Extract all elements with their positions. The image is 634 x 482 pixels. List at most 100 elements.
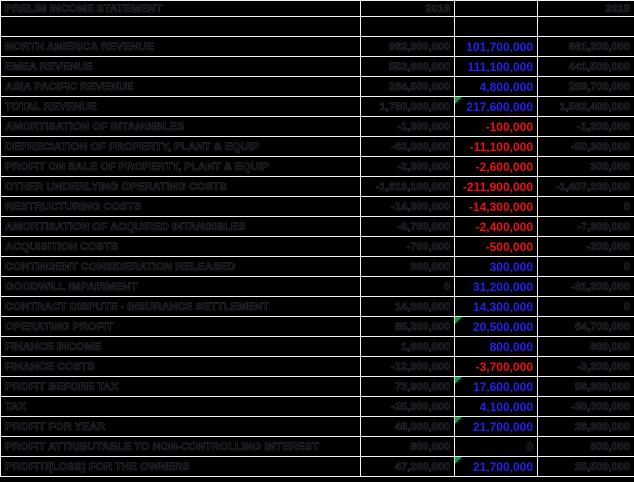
row-label-cell[interactable]: PROFIT ATTRIBUTABLE TO NON-CONTROLLING I… [0,436,361,457]
value-2016-cell[interactable]: -62,000,000 [360,136,455,157]
value-2016-cell[interactable]: -2,300,000 [360,156,455,177]
change-cell[interactable]: 101,700,000 [454,36,538,57]
value-2016-cell[interactable]: 14,300,000 [360,296,455,317]
row-label-cell[interactable]: NORTH AMERICA REVENUE [0,36,361,57]
change-cell[interactable]: 800,000 [454,336,538,357]
value-2015-cell[interactable]: 0 [537,296,634,317]
value-2016-cell[interactable]: 1,780,000,000 [360,96,455,117]
row-label-cell[interactable]: RESTRUCTURING COSTS [0,196,361,217]
value-2016-cell[interactable]: 0 [360,276,455,297]
row-label-cell[interactable]: EMEA REVENUE [0,56,361,77]
value-2015-cell[interactable]: -30,000,000 [537,396,634,417]
value-2016-cell[interactable]: 47,200,000 [360,456,455,477]
change-cell[interactable]: 21,700,000 [454,416,538,437]
value-2015-cell[interactable]: 56,300,000 [537,376,634,397]
row-label-cell[interactable]: GOODWILL IMPAIRMENT [0,276,361,297]
value-2015-cell[interactable]: 441,500,000 [537,56,634,77]
row-label-cell[interactable]: DEPRECIATION OF PROPERTY, PLANT & EQUIP [0,136,361,157]
table-row: AMORTISATION OF ACQUIRED INTANGIBLES -9,7… [0,216,634,237]
row-label-cell[interactable]: OPERATING PROFIT [0,316,361,337]
value-2015-cell[interactable]: -7,300,000 [537,216,634,237]
row-label-cell[interactable]: CONTINGENT CONSIDERATION RELEASED [0,256,361,277]
value-2015-cell[interactable]: -200,000 [537,236,634,257]
change-cell[interactable]: 4,800,000 [454,76,538,97]
row-label-cell[interactable]: FINANCE INCOME [0,336,361,357]
change-header-cell[interactable] [454,0,538,17]
year-2016-header-cell[interactable]: 2016 [360,0,455,17]
value-2015-cell[interactable]: -31,200,000 [537,276,634,297]
change-cell[interactable] [454,16,538,37]
row-label-cell[interactable]: PROFIT ON SALE OF PROPERTY, PLANT & EQUI… [0,156,361,177]
change-cell[interactable]: 20,500,000 [454,316,538,337]
row-label-cell[interactable]: TAX [0,396,361,417]
row-label-cell[interactable]: PROFIT BEFORE TAX [0,376,361,397]
value-2015-cell[interactable]: 259,700,000 [537,76,634,97]
value-2015-cell[interactable]: 0 [537,196,634,217]
change-cell[interactable]: 0 [454,436,538,457]
value-2015-cell[interactable]: 300,000 [537,156,634,177]
value-2016-cell[interactable]: 73,900,000 [360,376,455,397]
value-2015-cell[interactable]: 0 [537,256,634,277]
year-2015-header-cell[interactable]: 2015 [537,0,634,17]
value-2015-cell[interactable]: -9,200,000 [537,356,634,377]
value-2016-cell[interactable]: 552,600,000 [360,56,455,77]
change-cell[interactable]: 300,000 [454,256,538,277]
value-2016-cell[interactable]: -1,619,100,000 [360,176,455,197]
change-cell[interactable]: 217,600,000 [454,96,538,117]
value-2015-cell[interactable]: -1,200,000 [537,116,634,137]
value-2016-cell[interactable]: -700,000 [360,236,455,257]
change-cell[interactable]: 4,100,000 [454,396,538,417]
row-label-cell[interactable]: PROFIT FOR YEAR [0,416,361,437]
change-cell[interactable]: -14,300,000 [454,196,538,217]
value-2015-cell[interactable]: 1,562,400,000 [537,96,634,117]
change-cell[interactable]: -500,000 [454,236,538,257]
value-2016-cell[interactable]: 85,200,000 [360,316,455,337]
row-label-cell[interactable]: AMORTISATION OF ACQUIRED INTANGIBLES [0,216,361,237]
table-row: PROFIT FOR YEAR 48,000,000 21,700,000 26,30… [0,416,634,437]
sheet-title-cell[interactable]: PRELIM INCOME STATEMENT [0,0,361,17]
value-2016-cell[interactable]: -14,300,000 [360,196,455,217]
table-row: PROFIT ATTRIBUTABLE TO NON-CONTROLLING I… [0,436,634,457]
change-cell[interactable]: 21,700,000 [454,456,538,477]
value-2016-cell[interactable] [360,16,455,37]
value-2015-cell[interactable] [537,16,634,37]
change-cell[interactable]: 14,300,000 [454,296,538,317]
change-cell[interactable]: -2,400,000 [454,216,538,237]
value-2016-cell[interactable]: 800,000 [360,436,455,457]
value-2015-cell[interactable]: 64,700,000 [537,316,634,337]
value-2015-cell[interactable]: -50,900,000 [537,136,634,157]
value-2015-cell[interactable]: 25,500,000 [537,456,634,477]
value-2016-cell[interactable]: 48,000,000 [360,416,455,437]
row-label-cell[interactable]: ASIA PACIFIC REVENUE [0,76,361,97]
table-row: ACQUISITION COSTS -700,000 -500,000 -200,00… [0,236,634,257]
value-2016-cell[interactable]: -9,700,000 [360,216,455,237]
value-2016-cell[interactable]: -1,300,000 [360,116,455,137]
value-2016-cell[interactable]: 264,500,000 [360,76,455,97]
row-label-cell[interactable]: TOTAL REVENUE [0,96,361,117]
value-2015-cell[interactable]: 800,000 [537,336,634,357]
row-label-cell[interactable]: AMORTISATION OF INTANGIBLES [0,116,361,137]
change-cell[interactable]: 111,100,000 [454,56,538,77]
value-2015-cell[interactable]: 861,200,000 [537,36,634,57]
value-2016-cell[interactable]: 1,600,000 [360,336,455,357]
row-label-cell[interactable]: FINANCE COSTS [0,356,361,377]
change-cell[interactable]: -3,700,000 [454,356,538,377]
value-2016-cell[interactable]: 300,000 [360,256,455,277]
value-2016-cell[interactable]: -25,900,000 [360,396,455,417]
value-2015-cell[interactable]: -1,407,200,000 [537,176,634,197]
row-label-cell[interactable]: OTHER UNDERLYING OPERATING COSTS [0,176,361,197]
change-cell[interactable]: 31,200,000 [454,276,538,297]
row-label-cell[interactable]: PROFIT/(LOSS) FOR THE OWNERS [0,456,361,477]
change-cell[interactable]: -11,100,000 [454,136,538,157]
value-2016-cell[interactable]: -12,900,000 [360,356,455,377]
value-2015-cell[interactable]: 26,300,000 [537,416,634,437]
row-label-cell[interactable]: CONTRACT DISPUTE - INSURANCE SETTLEMENT [0,296,361,317]
change-cell[interactable]: 17,600,000 [454,376,538,397]
value-2016-cell[interactable]: 962,900,000 [360,36,455,57]
row-label-cell[interactable] [0,16,361,37]
change-cell[interactable]: -100,000 [454,116,538,137]
row-label-cell[interactable]: ACQUISITION COSTS [0,236,361,257]
change-cell[interactable]: -2,600,000 [454,156,538,177]
value-2015-cell[interactable]: 800,000 [537,436,634,457]
change-cell[interactable]: -211,900,000 [454,176,538,197]
